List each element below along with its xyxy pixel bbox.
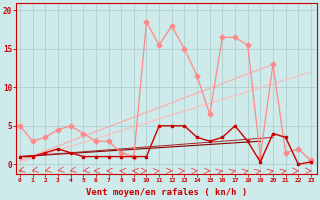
X-axis label: Vent moyen/en rafales ( kn/h ): Vent moyen/en rafales ( kn/h ) [86, 188, 247, 197]
